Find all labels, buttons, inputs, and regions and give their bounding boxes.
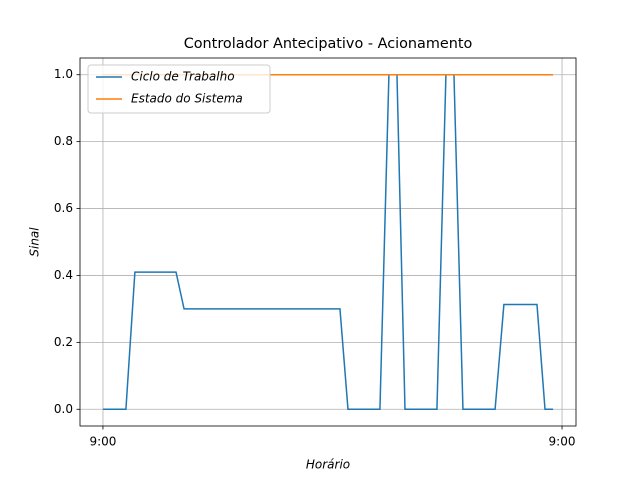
y-tick-label: 0.8 [54, 134, 73, 148]
y-tick-label: 0.2 [54, 335, 73, 349]
y-tick-label: 0.0 [54, 402, 73, 416]
x-tick-label: 9:00 [549, 435, 576, 449]
x-tick-label: 9:00 [89, 435, 116, 449]
x-axis-label: Horário [306, 458, 350, 472]
y-tick-label: 0.4 [54, 268, 73, 282]
y-tick-label: 0.6 [54, 201, 73, 215]
legend-label: Ciclo de Trabalho [131, 70, 235, 84]
y-axis-label: Sinal [28, 227, 42, 257]
legend-box [87, 64, 271, 114]
y-tick-label: 1.0 [54, 67, 73, 81]
legend-label: Estado do Sistema [131, 92, 243, 106]
data-line [102, 73, 554, 411]
chart-title: Controlador Antecipativo - Acionamento [184, 36, 473, 52]
plot-frame [79, 57, 577, 427]
